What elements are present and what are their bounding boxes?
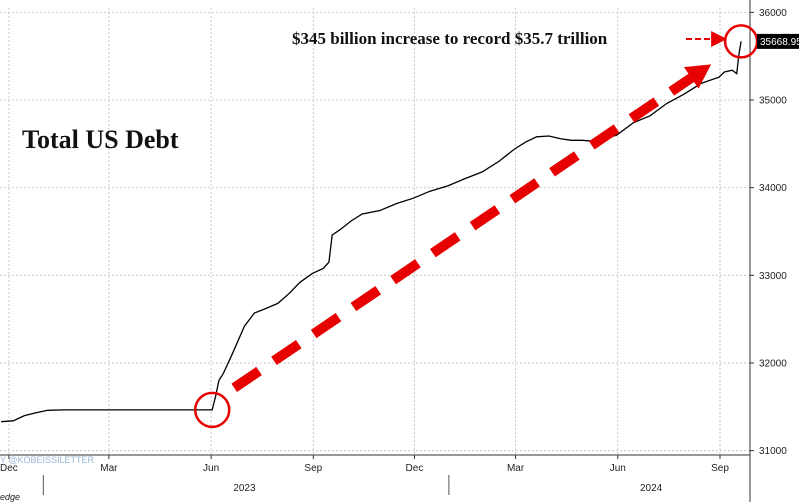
annotation-text: $345 billion increase to record $35.7 tr… — [292, 29, 608, 48]
x-year-label: 2023 — [233, 483, 256, 494]
last-value-text: 35668.95 — [760, 37, 800, 48]
x-tick-label: Sep — [711, 463, 729, 474]
y-tick-label: 34000 — [759, 183, 787, 194]
x-tick-labels: Dec Mar Jun Sep Dec Mar Jun Sep 2023 2024 — [0, 463, 729, 494]
debt-series-line — [1, 41, 742, 423]
x-tick-label: Jun — [610, 463, 626, 474]
trend-arrow-head — [683, 64, 712, 89]
last-value-label: 35668.95 — [757, 33, 800, 49]
trend-arrow — [231, 68, 703, 392]
start-circle-marker — [193, 391, 231, 429]
x-tick-label: Mar — [507, 463, 525, 474]
y-tick-label: 31000 — [759, 446, 787, 457]
grid-lines — [0, 8, 750, 455]
chart-title: Total US Debt — [22, 125, 179, 154]
end-circle-marker — [723, 24, 759, 59]
y-tick-label: 35000 — [759, 96, 787, 107]
watermark: Y @KOBEISSILETTER — [0, 455, 94, 465]
x-tick-label: Sep — [304, 463, 322, 474]
y-tick-label: 36000 — [759, 8, 787, 19]
source-label: edge — [0, 492, 20, 502]
axes — [0, 0, 754, 502]
x-year-label: 2024 — [640, 483, 663, 494]
y-tick-labels: 31000 32000 33000 34000 35000 36000 — [759, 8, 787, 457]
y-tick-label: 32000 — [759, 358, 787, 369]
y-tick-label: 33000 — [759, 271, 787, 282]
x-tick-label: Jun — [203, 463, 219, 474]
x-tick-label: Dec — [0, 463, 18, 474]
x-tick-label: Mar — [100, 463, 118, 474]
x-tick-label: Dec — [406, 463, 424, 474]
